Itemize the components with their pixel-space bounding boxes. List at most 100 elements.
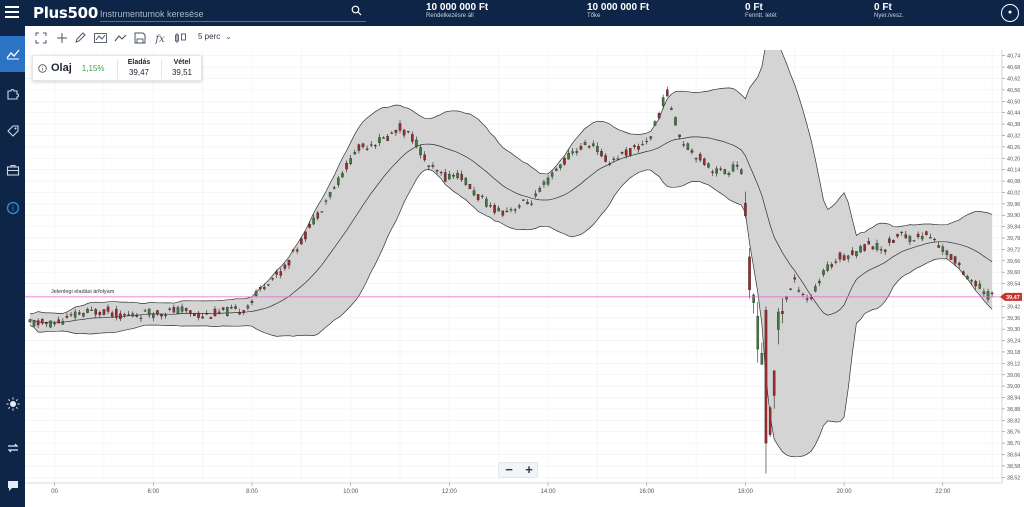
buy-price[interactable]: Vétel 39,51 xyxy=(162,59,202,77)
wave-tool[interactable] xyxy=(93,31,107,45)
buy-label: Vétel xyxy=(173,59,191,66)
save-tool[interactable] xyxy=(133,31,147,45)
user-menu-icon[interactable]: ● xyxy=(1001,4,1019,22)
candle xyxy=(242,309,246,316)
candle xyxy=(875,239,879,253)
sidebar-item-puzzle[interactable] xyxy=(0,76,25,112)
candle xyxy=(110,310,114,319)
candle xyxy=(579,143,583,151)
sidebar-item-tag[interactable] xyxy=(0,113,25,149)
stat-equity: 10 000 000 Ft Tőke xyxy=(587,2,649,19)
x-tick-label: 12:00 xyxy=(442,489,458,495)
divider xyxy=(117,59,118,79)
candle-body xyxy=(752,294,755,303)
candle xyxy=(678,134,681,140)
price-marker-shape xyxy=(1000,292,1022,301)
buy-value: 39,51 xyxy=(171,68,193,77)
price-chart[interactable]: Jelenlegi eladási árfolyam 40,7440,6840,… xyxy=(25,50,1024,507)
search-box[interactable] xyxy=(100,4,366,22)
candle-body xyxy=(53,322,56,325)
candle xyxy=(748,248,751,299)
candle-body xyxy=(258,287,262,290)
candle xyxy=(818,278,821,286)
candle-body xyxy=(513,209,517,211)
candle-body xyxy=(365,148,369,150)
candle xyxy=(941,244,945,255)
candle-body xyxy=(534,193,537,197)
candle-body xyxy=(201,316,204,319)
x-tick-label: 16:00 xyxy=(639,489,655,495)
candle-body xyxy=(423,154,426,161)
period-dropdown[interactable]: 5 perc ⌄ xyxy=(198,32,231,41)
menu-icon[interactable] xyxy=(5,6,19,20)
candle xyxy=(337,175,340,188)
info-icon[interactable]: i xyxy=(38,63,47,73)
sidebar-item-info[interactable]: i xyxy=(0,190,25,226)
sidebar-item-theme[interactable] xyxy=(0,386,25,422)
stat-label: Rendelkezésre áll xyxy=(426,13,474,19)
candle-body xyxy=(234,306,237,309)
candle xyxy=(723,168,727,175)
price-marker: 39,47 xyxy=(1000,292,1022,301)
candle-body xyxy=(94,309,98,315)
candle-body xyxy=(357,144,361,151)
expand-tool[interactable] xyxy=(34,31,48,45)
fx-icon: fx xyxy=(154,34,165,44)
candle xyxy=(349,154,352,166)
crosshair-icon xyxy=(57,33,67,43)
y-tick-label: 39,72 xyxy=(1007,247,1020,253)
candle-body xyxy=(587,146,591,148)
trend-tool[interactable] xyxy=(113,31,127,45)
candle-body xyxy=(616,158,620,160)
instrument-title: i Olaj 1,15% xyxy=(38,62,104,74)
sidebar-item-swap[interactable] xyxy=(0,430,25,466)
y-tick-label: 39,42 xyxy=(1007,304,1020,310)
briefcase-icon xyxy=(6,164,19,176)
candle xyxy=(686,142,690,151)
candle xyxy=(164,312,167,319)
candle xyxy=(160,313,163,320)
candle xyxy=(908,234,912,246)
instrument-card[interactable]: i Olaj 1,15% Eladás 39,47 Vétel 39,51 xyxy=(32,55,202,81)
candle-body xyxy=(583,142,587,146)
indicators-tool[interactable]: fx xyxy=(153,31,167,45)
candlestick-series xyxy=(28,86,994,474)
sidebar-item-briefcase[interactable] xyxy=(0,152,25,188)
candle xyxy=(386,133,389,142)
chart-type-tool[interactable] xyxy=(173,31,187,45)
candle-body xyxy=(690,150,694,153)
y-axis: 40,74 40,68 40,62 40,56 40,50 40,44 40,38 40,32… xyxy=(1001,50,1020,483)
sidebar-item-chart[interactable] xyxy=(0,36,25,72)
candle-body xyxy=(707,163,710,168)
candle xyxy=(583,139,587,146)
candle xyxy=(341,170,344,178)
draw-tool[interactable] xyxy=(73,31,87,45)
candle-body xyxy=(904,234,908,239)
candle-body xyxy=(86,308,89,313)
search-icon[interactable] xyxy=(351,5,362,16)
candle xyxy=(727,171,731,178)
zoom-in-button[interactable]: + xyxy=(525,462,533,477)
search-input[interactable] xyxy=(100,6,340,22)
candle-body xyxy=(542,181,546,185)
zoom-out-button[interactable]: − xyxy=(505,462,513,477)
candle-body xyxy=(131,313,135,317)
candle-body xyxy=(374,145,377,147)
candle xyxy=(929,233,932,239)
candle-body xyxy=(731,164,735,172)
candle-body xyxy=(82,313,85,317)
candle xyxy=(152,311,155,322)
candle xyxy=(382,136,385,139)
candle-body xyxy=(238,312,241,315)
candle xyxy=(587,144,591,150)
candle-body xyxy=(263,287,266,290)
candle-body xyxy=(448,174,451,180)
crosshair-tool[interactable] xyxy=(55,31,69,45)
y-tick-label: 38,52 xyxy=(1007,475,1020,481)
x-tick-label: 22:00 xyxy=(935,489,951,495)
sidebar-item-chat[interactable] xyxy=(0,468,25,504)
candle-body xyxy=(957,262,961,266)
candle xyxy=(612,156,616,163)
candle-body xyxy=(394,130,398,133)
sell-price[interactable]: Eladás 39,47 xyxy=(119,59,159,77)
